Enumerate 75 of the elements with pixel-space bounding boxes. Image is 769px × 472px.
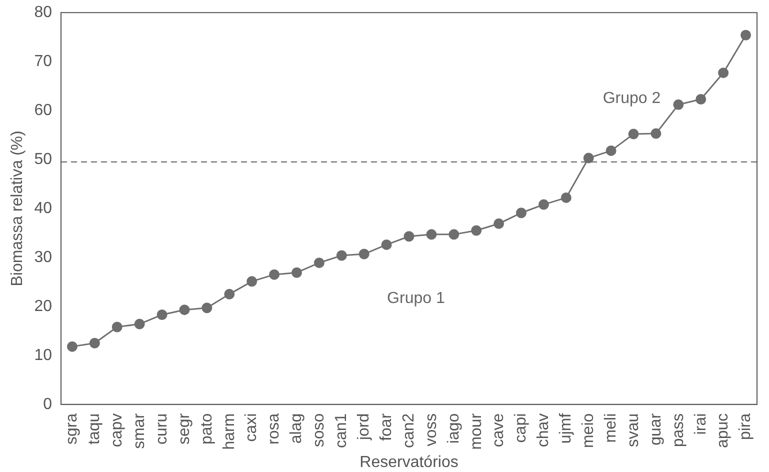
x-tick-label: smar bbox=[130, 412, 148, 449]
point bbox=[426, 229, 437, 240]
x-tick-label: pass bbox=[670, 413, 687, 448]
y-tick-label: 10 bbox=[34, 346, 52, 364]
y-tick-label: 20 bbox=[34, 298, 52, 315]
x-tick-label: capv bbox=[108, 413, 126, 448]
x-tick-label: curu bbox=[153, 413, 170, 444]
x-tick-label: chav bbox=[535, 413, 552, 448]
point bbox=[404, 231, 414, 242]
point bbox=[628, 128, 639, 140]
y-tick-label: 30 bbox=[34, 248, 52, 266]
x-tick-label: ujmf bbox=[558, 412, 575, 444]
point bbox=[134, 318, 145, 330]
y-axis-title: Biomassa relativa (%) bbox=[9, 130, 26, 286]
x-tick-label: alag bbox=[288, 413, 306, 444]
point bbox=[336, 250, 347, 261]
point bbox=[560, 192, 572, 203]
x-tick-label: jord bbox=[356, 413, 372, 442]
x-tick-label: iago bbox=[445, 413, 462, 444]
point bbox=[291, 267, 302, 278]
annotation: Grupo 1 bbox=[387, 290, 445, 307]
x-tick-label: segr bbox=[176, 412, 193, 444]
y-tick-label: 50 bbox=[34, 150, 52, 168]
x-axis-title: Reservatórios bbox=[360, 454, 458, 471]
point bbox=[179, 304, 190, 316]
point bbox=[269, 269, 280, 280]
point bbox=[494, 218, 504, 229]
point bbox=[606, 145, 616, 156]
x-tick-label: capi bbox=[512, 413, 530, 443]
y-tick-label: 0 bbox=[43, 396, 52, 413]
point bbox=[448, 229, 460, 240]
point bbox=[381, 239, 392, 250]
x-tick-label: taqu bbox=[86, 413, 104, 444]
x-tick-label: apuc bbox=[714, 413, 732, 448]
point bbox=[471, 225, 482, 236]
annotation: Grupo 2 bbox=[602, 90, 661, 108]
point bbox=[202, 302, 212, 314]
y-tick-label: 70 bbox=[34, 52, 52, 70]
point bbox=[718, 68, 729, 78]
x-tick-label: harm bbox=[220, 413, 238, 450]
x-tick-label: pato bbox=[198, 413, 216, 444]
point bbox=[112, 322, 122, 332]
x-tick-label: can1 bbox=[333, 413, 350, 448]
point bbox=[246, 276, 258, 287]
x-tick-label: meli bbox=[602, 413, 620, 443]
point bbox=[740, 30, 752, 40]
x-tick-label: cave bbox=[490, 413, 508, 448]
point bbox=[583, 152, 594, 164]
y-tick-label: 60 bbox=[34, 102, 52, 119]
y-tick-label: 80 bbox=[34, 4, 52, 22]
x-tick-label: mour bbox=[468, 412, 485, 450]
x-tick-label: irai bbox=[692, 413, 710, 435]
point bbox=[66, 341, 78, 352]
y-tick-label: 40 bbox=[34, 200, 52, 217]
point bbox=[516, 208, 527, 218]
x-tick-label: voss bbox=[422, 413, 440, 446]
point bbox=[673, 99, 684, 110]
x-tick-label: pira bbox=[737, 413, 754, 440]
point bbox=[538, 199, 549, 210]
point bbox=[358, 248, 370, 260]
point bbox=[224, 288, 235, 300]
point bbox=[650, 128, 662, 139]
x-tick-label: sgra bbox=[64, 413, 81, 444]
x-tick-label: guar bbox=[647, 412, 664, 446]
point bbox=[156, 309, 168, 320]
x-tick-label: meio bbox=[580, 413, 598, 448]
x-tick-label: soso bbox=[310, 413, 328, 448]
x-tick-label: svau bbox=[624, 413, 642, 448]
x-tick-label: caxi bbox=[243, 413, 260, 442]
x-tick-label: foar bbox=[378, 412, 395, 441]
point bbox=[696, 94, 706, 105]
point bbox=[89, 338, 100, 348]
point bbox=[314, 258, 324, 268]
x-tick-label: rosa bbox=[266, 413, 283, 444]
x-tick-label: can2 bbox=[400, 413, 418, 448]
